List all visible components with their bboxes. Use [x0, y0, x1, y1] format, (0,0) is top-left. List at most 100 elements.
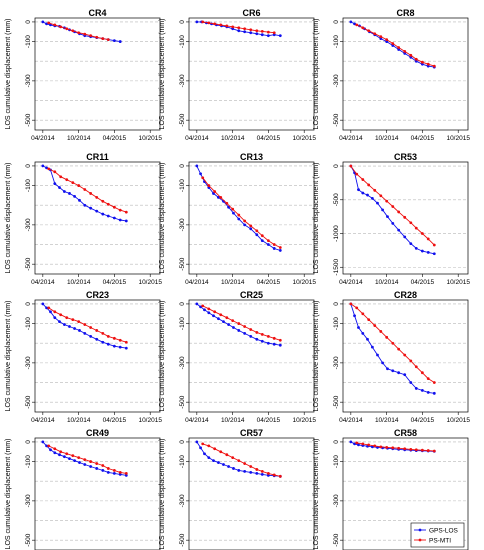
data-point	[373, 444, 377, 448]
data-point	[101, 199, 105, 203]
data-point	[373, 188, 377, 192]
data-point	[432, 449, 436, 453]
data-point	[207, 307, 211, 311]
data-point	[124, 340, 128, 344]
data-point	[199, 172, 202, 176]
data-point	[106, 214, 110, 218]
data-point	[53, 182, 57, 186]
y-axis-label: LOS cumulative displacement (mm)	[159, 301, 166, 412]
y-tick-label: 0	[25, 302, 32, 306]
data-point	[101, 37, 105, 41]
data-point	[95, 467, 99, 470]
data-point	[41, 302, 45, 306]
data-point	[89, 192, 93, 195]
data-point	[385, 199, 389, 203]
x-tick-label: 10/2015	[138, 279, 162, 286]
data-point	[260, 33, 264, 37]
data-point	[201, 304, 205, 308]
data-point	[83, 32, 87, 36]
data-point	[89, 206, 93, 210]
y-axis-label: LOS cumulative displacement (mm)	[159, 163, 166, 274]
data-point	[59, 25, 63, 29]
y-tick-label: -100	[25, 35, 32, 48]
y-tick-label: 0	[25, 440, 32, 444]
x-tick-label: 04/2015	[411, 135, 435, 142]
y-tick-label: 0	[25, 20, 32, 24]
data-point	[124, 210, 128, 214]
data-point	[118, 470, 122, 474]
data-point	[426, 62, 430, 66]
data-point	[357, 443, 360, 447]
data-point	[361, 191, 365, 195]
data-point	[231, 207, 235, 211]
panel-title: CR57	[240, 428, 263, 438]
data-point	[112, 471, 116, 475]
x-tick-label: 04/2015	[411, 417, 435, 424]
x-tick-label: 04/2014	[185, 279, 209, 286]
data-point	[403, 353, 407, 357]
x-tick-label: 10/2015	[446, 135, 470, 142]
data-point	[95, 35, 99, 39]
y-tick-label: -1500	[333, 259, 340, 276]
data-point	[89, 465, 93, 468]
x-tick-label: 04/2015	[257, 279, 281, 286]
data-point	[95, 337, 99, 341]
y-tick-label: -100	[333, 317, 340, 330]
data-point	[397, 48, 401, 51]
data-point	[237, 459, 241, 462]
data-point	[243, 462, 247, 465]
data-point	[414, 365, 418, 369]
x-tick-label: 04/2014	[31, 279, 55, 286]
data-point	[77, 184, 81, 187]
series-line-ps-mti	[48, 22, 109, 41]
data-point	[255, 471, 259, 475]
panel-cr49: CR490-100-300-50004/201410/201404/201510…	[5, 428, 161, 550]
data-point	[106, 202, 110, 206]
data-point	[426, 390, 430, 394]
data-point	[272, 33, 276, 37]
data-point	[112, 344, 116, 348]
data-point	[41, 164, 45, 168]
data-point	[260, 470, 264, 473]
data-point	[83, 203, 87, 207]
data-point	[118, 345, 122, 349]
y-tick-label: -500	[333, 395, 340, 408]
data-point	[266, 334, 270, 338]
data-point	[255, 331, 259, 334]
data-point	[237, 217, 241, 221]
data-point	[62, 455, 66, 459]
data-point	[385, 446, 389, 449]
data-point	[89, 334, 93, 338]
y-tick-label: -500	[333, 533, 340, 546]
x-tick-label: 10/2014	[221, 279, 245, 286]
data-point	[414, 387, 418, 390]
data-point	[95, 209, 99, 213]
panel-title: CR58	[394, 428, 417, 438]
legend-swatch-marker	[418, 528, 422, 532]
data-point	[112, 336, 116, 340]
data-point	[366, 193, 369, 197]
x-tick-label: 10/2014	[221, 135, 245, 142]
data-point	[68, 325, 71, 328]
data-point	[58, 320, 61, 324]
data-point	[249, 334, 253, 338]
panel-cr58: CR580-100-300-50004/201410/201404/201510…	[313, 428, 469, 550]
plot-frame	[34, 17, 161, 131]
data-point	[385, 335, 389, 339]
y-axis-label: LOS cumulative displacement (mm)	[5, 301, 12, 412]
data-point	[49, 448, 52, 452]
data-point	[101, 332, 105, 335]
data-point	[112, 469, 116, 472]
data-point	[53, 170, 57, 174]
data-point	[366, 337, 369, 341]
data-point	[237, 322, 241, 325]
data-point	[231, 319, 235, 323]
x-tick-label: 04/2015	[411, 279, 435, 286]
data-point	[213, 310, 217, 314]
y-tick-label: -100	[25, 317, 32, 330]
y-tick-label: -500	[179, 257, 186, 270]
data-point	[219, 23, 223, 27]
data-point	[213, 190, 217, 193]
data-point	[278, 249, 282, 252]
data-point	[249, 227, 253, 231]
